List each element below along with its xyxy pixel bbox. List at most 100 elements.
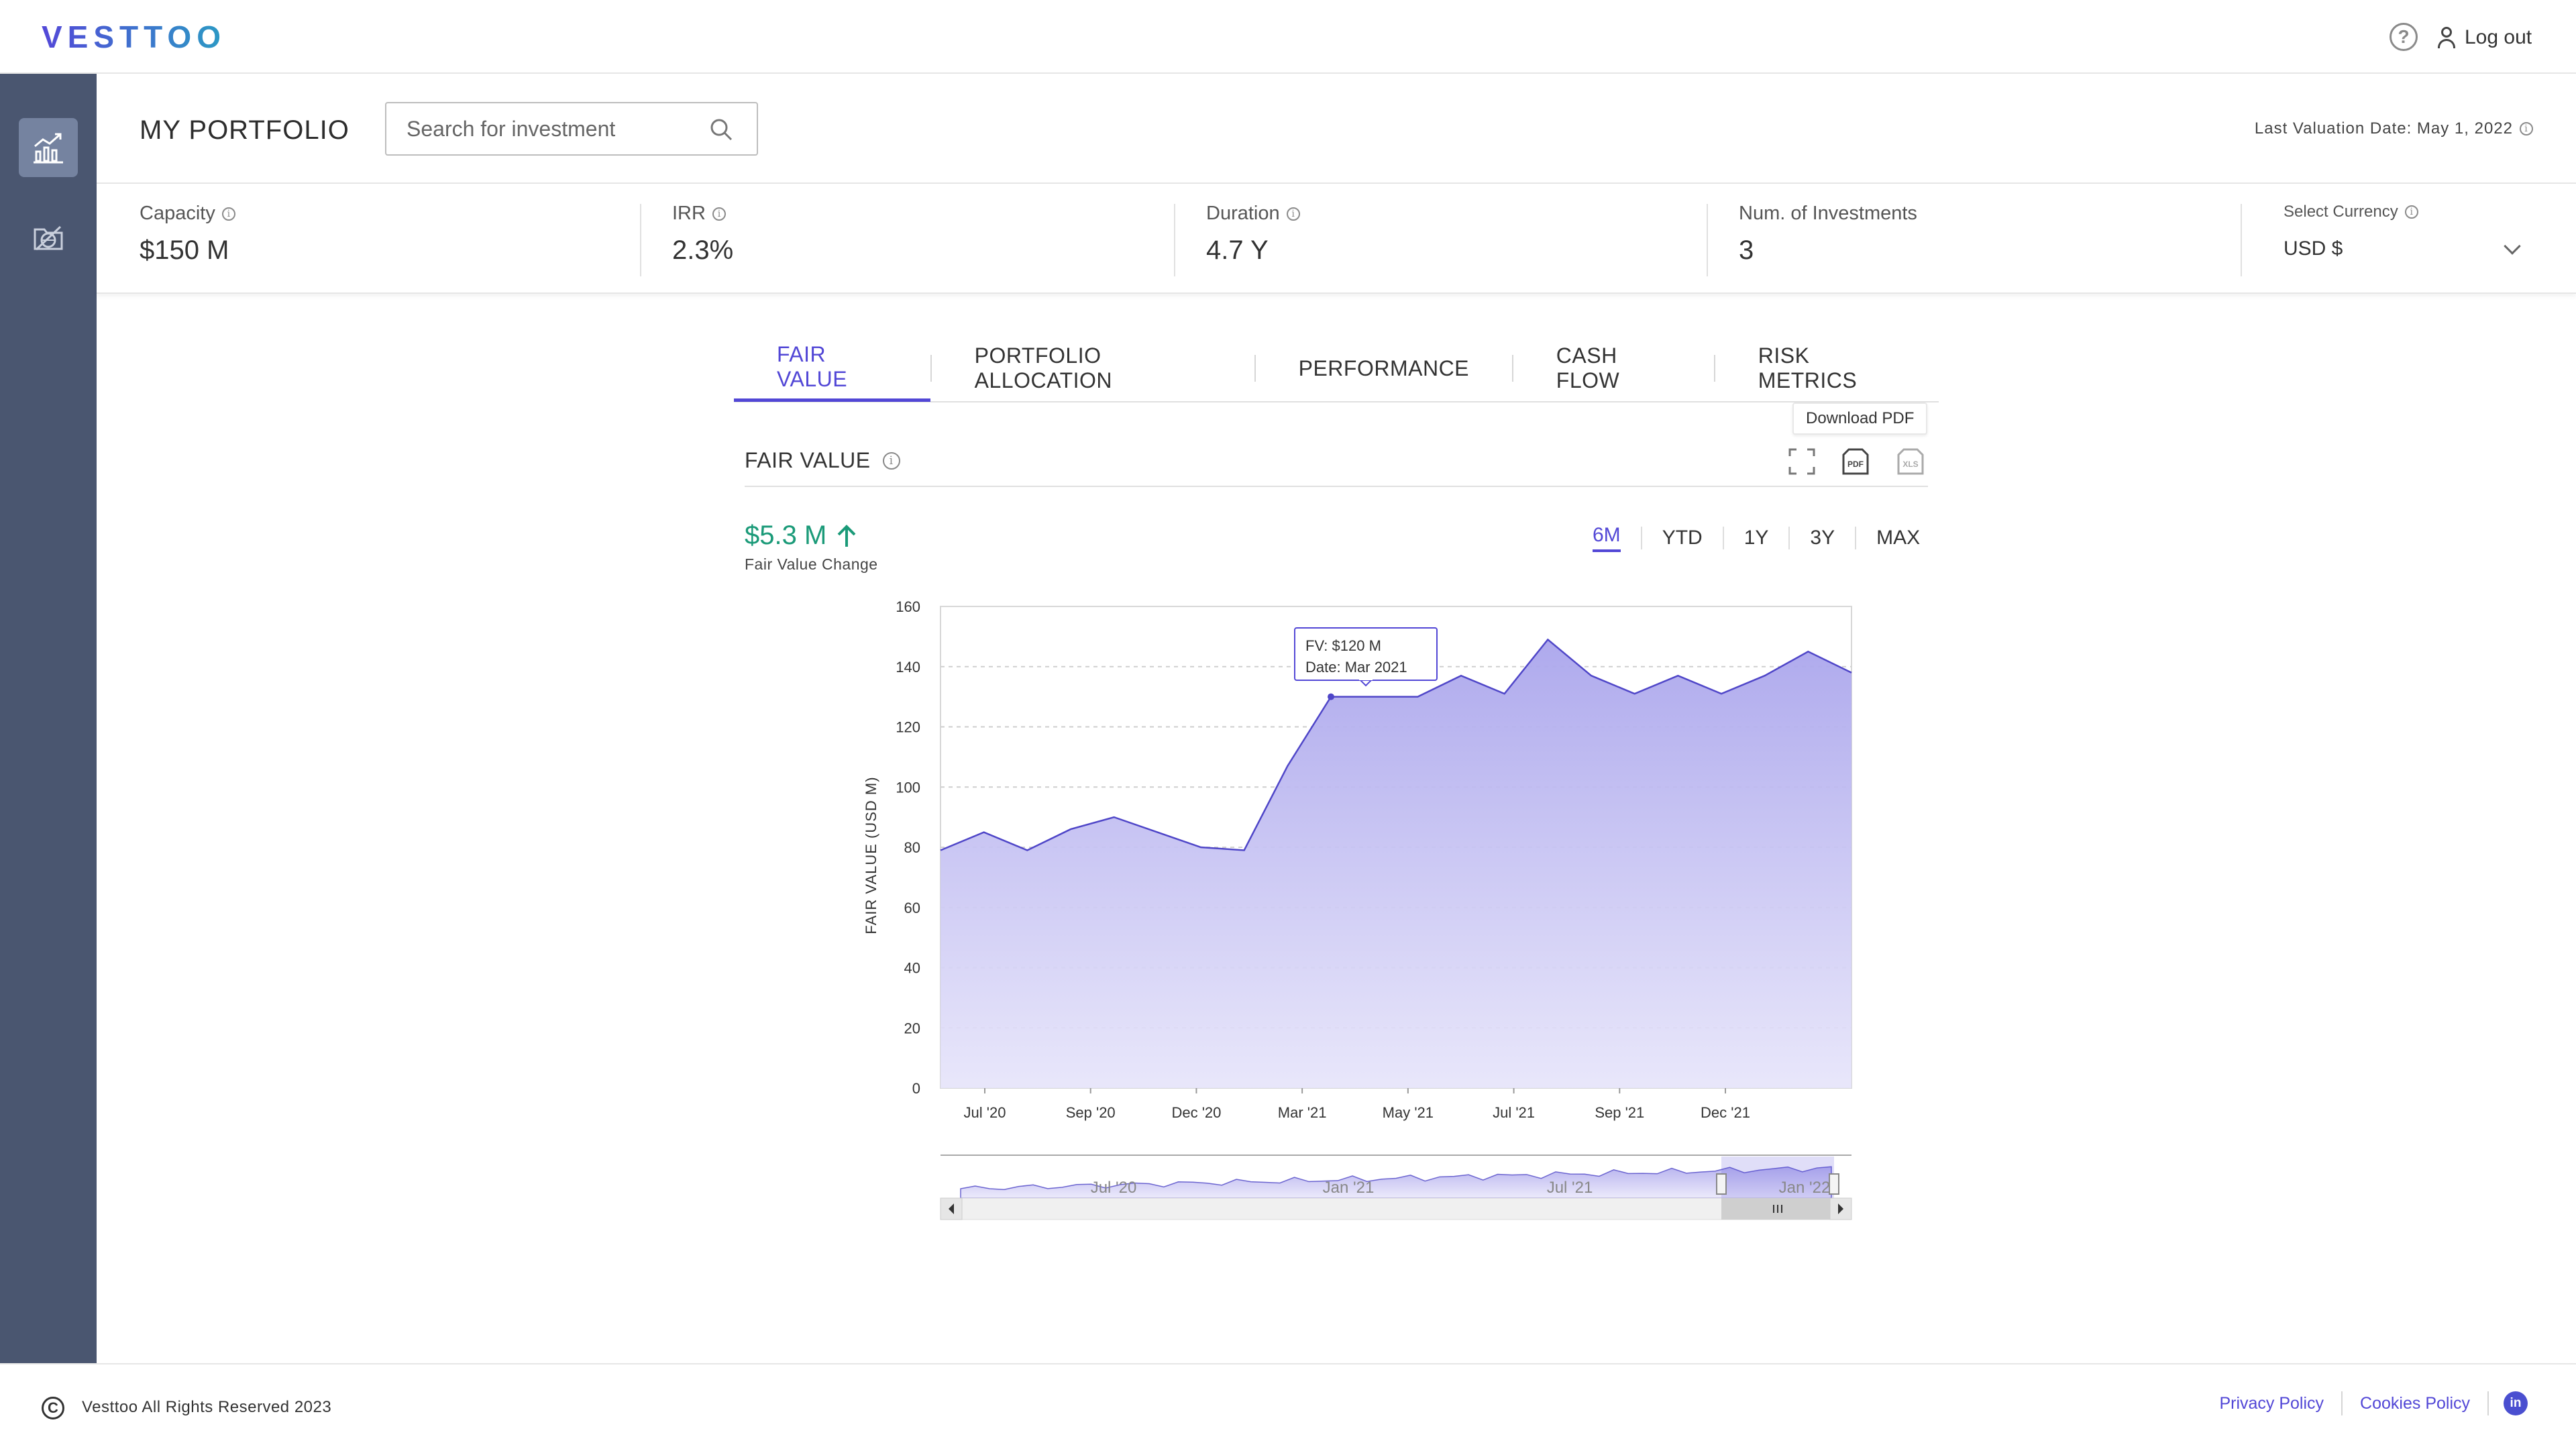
y-tick-label: 60 — [904, 900, 920, 916]
divider — [745, 486, 1928, 487]
range-label: 1Y — [1743, 527, 1769, 549]
search-input[interactable] — [386, 116, 702, 142]
x-tick-label: Sep '21 — [1595, 1104, 1644, 1121]
question-circle-icon[interactable]: ? — [2390, 23, 2418, 51]
y-tick-label: 80 — [904, 839, 920, 856]
info-icon[interactable]: i — [2520, 122, 2533, 136]
x-tick-label: Mar '21 — [1278, 1104, 1327, 1121]
info-icon[interactable]: i — [1286, 207, 1300, 221]
info-icon[interactable]: i — [2404, 205, 2418, 219]
privacy-policy-link[interactable]: Privacy Policy — [2219, 1393, 2324, 1413]
divider — [1855, 527, 1857, 549]
y-tick-label: 0 — [912, 1080, 920, 1097]
chevron-down-icon — [2504, 237, 2521, 255]
divider — [1707, 204, 1708, 276]
kpi-irr: IRR i 2.3% — [672, 203, 733, 276]
fair-value-chart[interactable]: 0 20 40 60 80 100 120 140 160 Jul '20 Sep '20 Dec '… — [845, 584, 1865, 1254]
chart-bars-icon — [34, 133, 63, 164]
range-6m[interactable]: 6M — [1572, 523, 1641, 553]
navigator-label: Jul '21 — [1547, 1179, 1593, 1197]
last-valuation-date: Last Valuation Date: May 1, 2022 i — [2255, 119, 2533, 138]
page-header: MY PORTFOLIO Last Valuation Date: May 1,… — [97, 74, 2576, 184]
y-axis-label: FAIR VALUE (USD M) — [863, 776, 879, 934]
chart-tabs: FAIR VALUE PORTFOLIO ALLOCATION PERFORMA… — [734, 335, 1939, 402]
arrow-right-icon — [1838, 1203, 1843, 1214]
x-tick-label: Jul '20 — [964, 1104, 1006, 1121]
divider — [2341, 1391, 2343, 1415]
tab-fair-value[interactable]: FAIR VALUE — [734, 335, 930, 402]
logout-label: Log out — [2465, 26, 2532, 48]
tab-cash-flow[interactable]: CASH FLOW — [1556, 343, 1620, 392]
top-header: VESTTOO ? Log out — [0, 0, 2576, 74]
globe-folder-icon — [34, 225, 63, 251]
range-max[interactable]: MAX — [1856, 523, 1940, 553]
divider — [1254, 355, 1256, 382]
y-tick-label: 20 — [904, 1020, 920, 1036]
arrow-left-icon — [949, 1203, 954, 1214]
vesttoo-logo[interactable]: VESTTOO — [42, 19, 226, 54]
plot-area: 0 20 40 60 80 100 120 140 160 Jul '20 Sep '20 Dec '… — [896, 598, 1852, 1121]
xls-label: XLS — [1902, 460, 1918, 469]
kpi-value: $150 M — [140, 235, 229, 265]
currency-value: USD $ — [2284, 237, 2343, 260]
kpi-label: IRR — [672, 203, 706, 224]
copyright-icon: C — [42, 1397, 64, 1419]
x-tick-label: Dec '21 — [1701, 1104, 1750, 1121]
divider — [2241, 204, 2242, 276]
kpi-strip: Capacity i $150 M IRR i 2.3% Duration i 4.7… — [97, 184, 2576, 294]
divider — [1174, 204, 1175, 276]
download-pdf-icon[interactable]: PDF — [1841, 447, 1870, 476]
range-label: MAX — [1876, 527, 1921, 549]
card-title-text: FAIR VALUE — [745, 448, 871, 472]
range-selector: 6M YTD 1Y 3Y MAX — [1572, 523, 1940, 553]
navigator-selection — [1721, 1157, 1834, 1199]
expand-icon[interactable] — [1787, 447, 1817, 476]
footer-links: Privacy Policy Cookies Policy in — [2202, 1391, 2528, 1415]
tab-risk-metrics[interactable]: RISK METRICS — [1758, 343, 1858, 392]
fair-value-change: $5.3 M — [745, 521, 857, 551]
y-tick-label: 140 — [896, 659, 920, 676]
card-title: FAIR VALUE i — [745, 448, 900, 473]
tab-performance[interactable]: PERFORMANCE — [1298, 356, 1470, 380]
kpi-value: 2.3% — [672, 235, 734, 265]
tab-portfolio-allocation[interactable]: PORTFOLIO ALLOCATION — [974, 343, 1112, 392]
info-icon[interactable]: i — [221, 207, 235, 221]
user-icon — [2436, 25, 2457, 50]
series-line — [940, 638, 1852, 851]
range-ytd[interactable]: YTD — [1642, 523, 1723, 553]
chart-navigator[interactable]: Jul '20 Jan '21 Jul '21 Jan '22 — [940, 1155, 1852, 1220]
divider — [1713, 355, 1715, 382]
sidebar-item-portfolio[interactable] — [19, 118, 78, 177]
currency-select[interactable]: USD $ — [2284, 237, 2525, 260]
range-3y[interactable]: 3Y — [1790, 523, 1855, 553]
info-icon[interactable]: i — [712, 207, 726, 221]
y-tick-label: 40 — [904, 960, 920, 977]
kpi-duration: Duration i 4.7 Y — [1206, 203, 1300, 276]
x-tick-label: Dec '20 — [1171, 1104, 1221, 1121]
range-label: YTD — [1662, 527, 1703, 549]
change-value: $5.3 M — [745, 521, 827, 550]
divider — [640, 204, 641, 276]
navigator-label: Jan '22 — [1779, 1179, 1831, 1197]
x-tick-label: May '21 — [1383, 1104, 1434, 1121]
divider — [1788, 527, 1790, 549]
sidebar-item-investments[interactable] — [19, 208, 78, 267]
navigator-handle — [1829, 1173, 1839, 1195]
navigator-label: Jul '20 — [1091, 1179, 1137, 1197]
divider — [1722, 527, 1724, 549]
chart-tooltip: FV: $120 M Date: Mar 2021 — [1294, 627, 1438, 687]
y-tick-label: 100 — [896, 779, 920, 796]
range-1y[interactable]: 1Y — [1724, 523, 1789, 553]
download-xls-icon[interactable]: XLS — [1896, 447, 1925, 476]
divider — [930, 355, 932, 382]
y-tick-label: 120 — [896, 719, 920, 736]
navigator-label: Jan '21 — [1323, 1179, 1375, 1197]
download-pdf-tooltip: Download PDF — [1792, 402, 1928, 435]
search-box[interactable] — [385, 102, 758, 156]
search-icon[interactable] — [710, 118, 733, 141]
cookies-policy-link[interactable]: Cookies Policy — [2360, 1393, 2470, 1413]
linkedin-icon[interactable]: in — [2504, 1391, 2528, 1415]
valuation-label: Last Valuation Date: May 1, 2022 — [2254, 119, 2513, 138]
info-icon[interactable]: i — [882, 451, 900, 470]
logout-button[interactable]: Log out — [2436, 23, 2532, 52]
